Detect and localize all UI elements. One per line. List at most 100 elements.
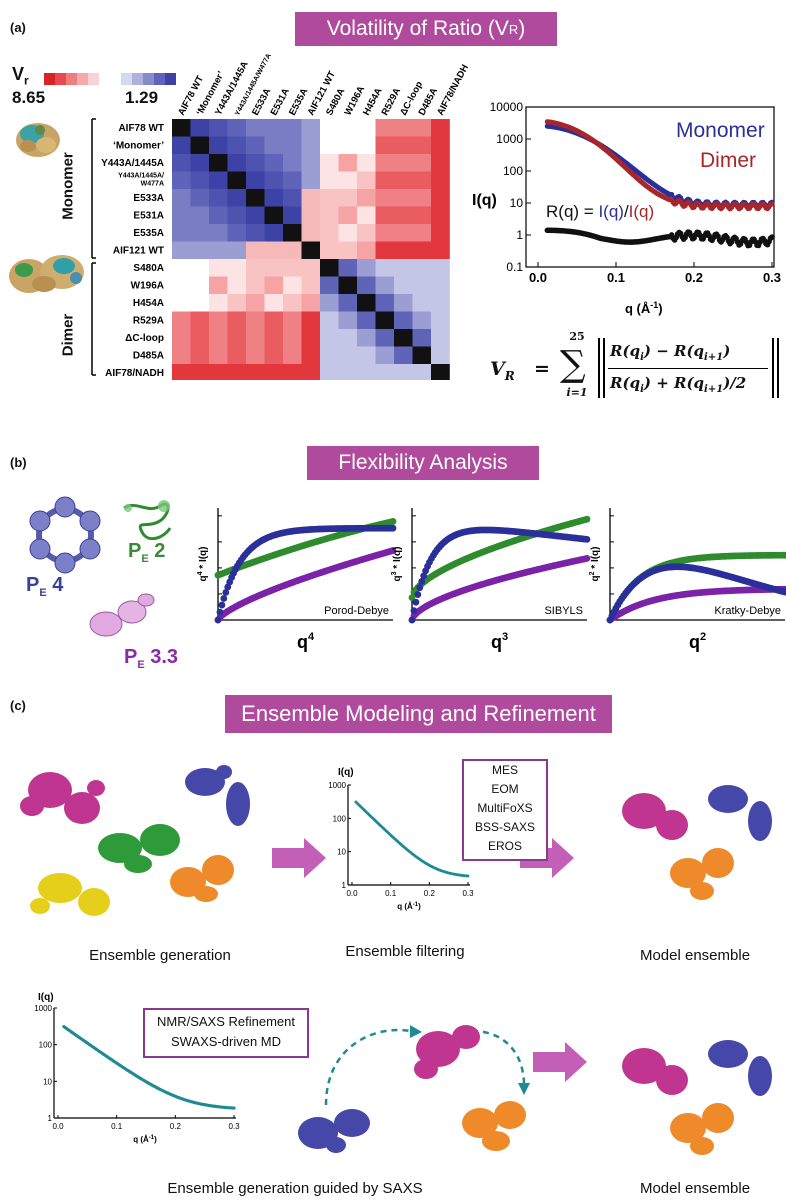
heatmap-cell (320, 329, 339, 347)
heatmap-cell (301, 241, 321, 260)
heatmap-cell (338, 241, 358, 260)
heatmap-cell (172, 259, 191, 277)
heatmap-cell (431, 224, 450, 242)
heatmap-cell (338, 364, 358, 380)
heatmap-cell (431, 259, 450, 277)
ratio-label: R(q) = I(q)/I(q) (546, 202, 654, 221)
small-plot-y-tick: 10 (43, 1077, 52, 1086)
heatmap-cell (227, 346, 247, 365)
small-plot-xlabel: q (Å-1) (133, 1135, 157, 1144)
heatmap-cell (357, 171, 376, 190)
pe2-label: PE 2 (128, 540, 166, 565)
heatmap-cell (375, 171, 395, 190)
heatmap-cell (172, 294, 191, 312)
flexibility-plots: Porod-Debye q4 * I(q) q4 SIBYLS q3 * I(q) q3 K… (197, 508, 786, 652)
heatmap-cell (338, 171, 358, 190)
heatmap-cell (394, 154, 413, 172)
legend-dimer: Dimer (700, 149, 756, 172)
heatmap-cell (209, 276, 228, 295)
heatmap-cell (264, 206, 284, 225)
heatmap-cell (320, 189, 339, 207)
small-plot-y-tick: 1000 (34, 1004, 52, 1013)
heatmap-cell (320, 154, 339, 172)
refinement-nmr-saxs: NMR/SAXS Refinement (157, 1014, 295, 1029)
formula-eq: = (534, 358, 550, 380)
plot-a-x-tick: 0.2 (685, 270, 703, 285)
heatmap-cell (190, 346, 210, 365)
heatmap-cell (172, 276, 191, 295)
caption-model-ensemble-2: Model ensemble (639, 1180, 751, 1197)
heatmap-cell (320, 294, 339, 312)
heatmap-cell (301, 329, 321, 347)
heatmap-cell (190, 259, 210, 277)
panel-a-label: (a) (10, 20, 26, 35)
model-ensemble-image-1 (622, 785, 772, 900)
heatmap-cell (246, 241, 265, 260)
heatmap-cell (246, 259, 265, 277)
heatmap-row-label: W477A (141, 181, 164, 188)
heatmap-cell (301, 119, 321, 137)
heatmap-cell (338, 224, 358, 242)
heatmap-cell (172, 189, 191, 207)
small-plot-x-tick: 0.3 (462, 889, 474, 898)
heatmap-cell (375, 346, 395, 365)
flexibility-plot-xlabel: q3 (491, 631, 508, 652)
heatmap-cell (264, 294, 284, 312)
refinement-swaxs-md: SWAXS-driven MD (170, 1034, 282, 1049)
heatmap-cell (246, 311, 265, 330)
plot-a-curves (544, 119, 775, 249)
heatmap-cell (209, 259, 228, 277)
heatmap-cell (412, 154, 432, 172)
heatmap-cell (375, 329, 395, 347)
pe33-label: PE 3.3 (124, 646, 179, 671)
heatmap-cell (338, 154, 358, 172)
refinement-box: NMR/SAXS Refinement SWAXS-driven MD (143, 1008, 309, 1058)
small-plot-x-tick: 0.1 (385, 889, 397, 898)
heatmap-cell (283, 224, 302, 242)
heatmap-cell (338, 189, 358, 207)
heatmap-cell (431, 364, 450, 380)
heatmap-cell (357, 241, 376, 260)
plot-a-y-ticks: 10000 1000 100 10 1 0.1 (490, 100, 531, 274)
caption-ensemble-generation: Ensemble generation (89, 947, 231, 964)
flexibility-plot-2: Kratky-Debye q2 * I(q) q2 (589, 508, 786, 652)
heatmap-cell (320, 311, 339, 330)
heatmap-cell (431, 311, 450, 330)
caption-model-ensemble-1: Model ensemble (639, 947, 751, 964)
heatmap-cell (320, 276, 339, 295)
heatmap-cell (264, 346, 284, 365)
heatmap-cell (357, 276, 376, 295)
heatmap-cell (394, 346, 413, 365)
heatmap-cells (172, 119, 450, 380)
panel-a-title-close: ) (518, 17, 526, 40)
small-plot-y-tick: 1 (342, 881, 347, 890)
flexibility-plot-0: Porod-Debye q4 * I(q) q4 (197, 508, 397, 652)
heatmap-cell (283, 241, 302, 260)
heatmap-row-label: AIF121 WT (113, 245, 164, 256)
heatmap-cell (283, 346, 302, 365)
methods-box: MES EOM MultiFoXS BSS-SAXS EROS (462, 759, 548, 861)
heatmap-cell (375, 189, 395, 207)
heatmap-cell (209, 311, 228, 330)
heatmap-cell (172, 171, 191, 190)
panel-b-label: (b) (10, 455, 27, 470)
small-plot-y-tick: 100 (333, 814, 347, 823)
small-plot-x-tick: 0.2 (424, 889, 436, 898)
heatmap-cell (246, 154, 265, 172)
heatmap-cell (394, 311, 413, 330)
heatmap-cell (227, 294, 247, 312)
heatmap-cell (431, 346, 450, 365)
formula-denominator: R(qi) + R(qi+1)/2 (610, 374, 747, 395)
vr-scale-min: 1.29 (125, 88, 159, 107)
heatmap-cell (412, 241, 432, 260)
flexibility-plot-ylabel: q4 * I(q) (197, 546, 209, 581)
heatmap-cell (394, 276, 413, 295)
heatmap-cell (283, 276, 302, 295)
heatmap-row-label: Y443A/1445A (101, 158, 164, 169)
heatmap-row-label: H454A (133, 298, 164, 309)
plot-a-x-tick: 0.0 (529, 270, 547, 285)
pe4-label: PE 4 (26, 574, 64, 599)
heatmap-cell (246, 224, 265, 242)
small-plot-xlabel: q (Å-1) (397, 902, 421, 911)
flexibility-plot-1: SIBYLS q3 * I(q) q3 (391, 508, 591, 652)
